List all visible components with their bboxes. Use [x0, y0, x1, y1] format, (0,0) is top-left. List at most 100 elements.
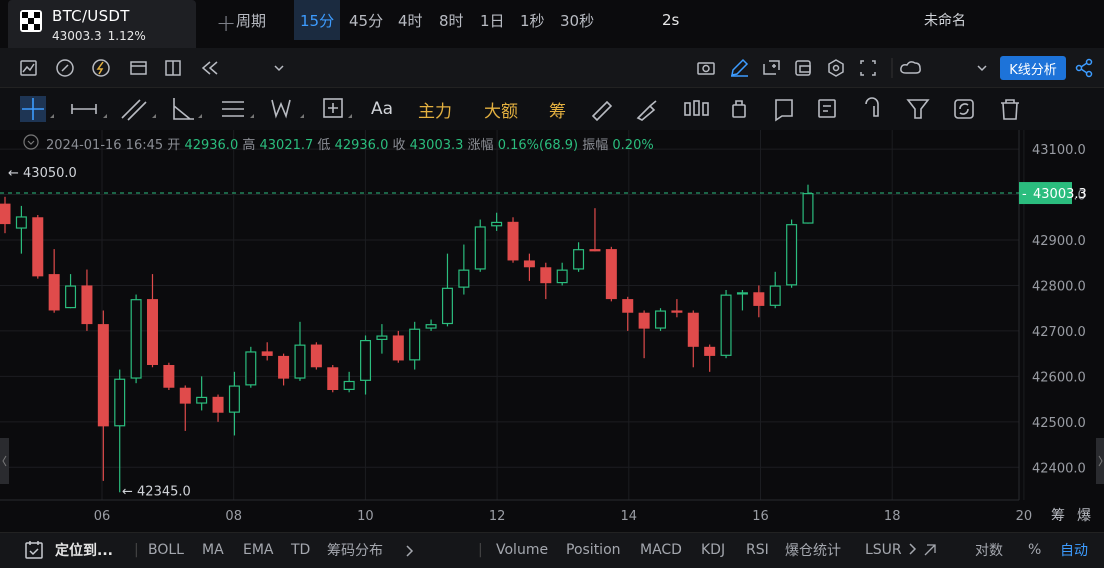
- left-scroll-handle[interactable]: [0, 438, 9, 484]
- candle: [278, 353, 290, 386]
- toolbar-icons: [20, 58, 1093, 78]
- layout-icon[interactable]: [165, 60, 181, 76]
- interval-4h[interactable]: 4时: [398, 11, 423, 30]
- angle-icon[interactable]: [173, 98, 194, 120]
- right-scroll-handle[interactable]: [1096, 438, 1104, 484]
- interval-15m[interactable]: 15分: [294, 0, 341, 40]
- ruler-icon[interactable]: [591, 100, 613, 122]
- note-icon[interactable]: [775, 99, 793, 122]
- indicator-chip-distribution[interactable]: 筹码分布: [327, 543, 383, 559]
- collapse-info-icon[interactable]: [22, 133, 40, 151]
- interval-30s[interactable]: 30秒: [560, 11, 595, 30]
- interval-1d[interactable]: 1日: [480, 11, 505, 30]
- candle: [638, 310, 650, 359]
- candle: [130, 294, 142, 384]
- candle-body: [573, 249, 585, 270]
- candle: [523, 253, 535, 281]
- candle-body: [196, 396, 208, 404]
- pencil-icon[interactable]: [731, 58, 749, 77]
- submenu-arrow-icon: [300, 114, 304, 118]
- candle-body: [97, 324, 109, 427]
- indicator-kdj[interactable]: KDJ: [701, 542, 726, 558]
- wave-icon[interactable]: [271, 99, 291, 119]
- add-tab-button[interactable]: +: [216, 9, 237, 37]
- chart-type-icon[interactable]: [20, 60, 37, 76]
- indicator-rsi[interactable]: RSI: [746, 542, 769, 558]
- chip-tool[interactable]: 筹: [549, 101, 566, 122]
- locate-button[interactable]: 定位到...: [55, 543, 113, 559]
- chip-toggle[interactable]: 筹: [1051, 507, 1065, 524]
- lock-icon[interactable]: [732, 100, 746, 118]
- candle-body: [278, 355, 290, 379]
- candle-body: [245, 351, 257, 386]
- amplitude-value: 0.20%: [612, 138, 654, 153]
- horizontal-line-icon[interactable]: [71, 104, 97, 114]
- screenshot-icon[interactable]: [795, 60, 811, 76]
- measure-icon[interactable]: [323, 98, 343, 118]
- indicator-icon[interactable]: [56, 59, 74, 77]
- brush-icon[interactable]: [636, 100, 657, 121]
- chevron-right-icon[interactable]: [907, 542, 941, 558]
- liquidation-toggle[interactable]: 爆: [1077, 508, 1091, 524]
- indicator-boll[interactable]: BOLL: [148, 542, 184, 558]
- share-icon[interactable]: [1075, 58, 1093, 78]
- divider: |: [134, 542, 139, 558]
- candle-body: [409, 328, 421, 361]
- auto-scale-toggle[interactable]: 自动: [1060, 543, 1088, 559]
- candle-body: [32, 217, 44, 277]
- layout-name[interactable]: 未命名: [924, 13, 966, 29]
- close-value: 43003.3: [409, 138, 464, 153]
- indicator-td[interactable]: TD: [291, 542, 311, 558]
- y-tick-label: 42800.0: [1032, 279, 1086, 294]
- lightning-icon[interactable]: [92, 59, 110, 77]
- replay-icon[interactable]: [201, 61, 218, 75]
- chevron-right-icon[interactable]: [404, 544, 416, 558]
- crosshair-icon[interactable]: [20, 96, 46, 122]
- candle: [163, 362, 175, 390]
- candle: [65, 274, 77, 309]
- indicator-liquidation[interactable]: 爆仓统计: [785, 543, 841, 559]
- indicator-ma[interactable]: MA: [202, 542, 224, 558]
- candle: [409, 321, 421, 370]
- main-force-tool[interactable]: 主力: [418, 101, 452, 122]
- candle-body: [687, 312, 699, 347]
- large-order-tool[interactable]: 大额: [484, 101, 518, 122]
- magnet-icon[interactable]: [865, 97, 879, 117]
- template-icon[interactable]: [130, 61, 147, 75]
- interval-1s[interactable]: 1秒: [520, 11, 545, 30]
- indicator-ema[interactable]: EMA: [243, 542, 274, 558]
- symbol-tab[interactable]: BTC/USDT 43003.3 1.12%: [8, 0, 196, 48]
- refresh-rate[interactable]: 2s: [662, 11, 680, 29]
- add-window-icon[interactable]: [763, 60, 780, 75]
- trendline-icon[interactable]: [121, 99, 147, 121]
- symbol-quote: 43003.3 1.12%: [52, 29, 152, 43]
- candlestick-chart[interactable]: 43100.043000.042900.042800.042700.042600…: [0, 130, 1104, 530]
- indicator-volume[interactable]: Volume: [496, 542, 549, 558]
- interval-8h[interactable]: 8时: [439, 11, 464, 30]
- indicator-macd[interactable]: MACD: [640, 542, 682, 558]
- filter-icon[interactable]: [906, 99, 930, 119]
- sync-icon[interactable]: [954, 99, 974, 119]
- settings-icon[interactable]: [828, 59, 844, 77]
- symbol-name: BTC/USDT: [52, 7, 130, 25]
- indicator-position[interactable]: Position: [566, 542, 621, 558]
- period-selector[interactable]: 周期: [236, 11, 267, 30]
- candle: [687, 310, 699, 368]
- indicator-lsur[interactable]: LSUR: [865, 542, 902, 558]
- candle-pattern-icon[interactable]: [684, 100, 709, 116]
- kline-analysis-button[interactable]: K线分析: [1000, 56, 1066, 80]
- percent-scale-toggle[interactable]: %: [1028, 542, 1042, 558]
- text-tool[interactable]: Aa: [371, 99, 394, 119]
- fullscreen-icon[interactable]: [860, 60, 876, 76]
- change-label: 涨幅: [467, 138, 494, 153]
- candle: [0, 196, 11, 234]
- edit-list-icon[interactable]: [818, 99, 836, 118]
- log-scale-toggle[interactable]: 对数: [975, 543, 1003, 559]
- trash-icon[interactable]: [1001, 99, 1019, 120]
- camera-icon[interactable]: [697, 62, 715, 75]
- parallel-lines-icon[interactable]: [222, 101, 244, 117]
- drawing-tool-icons: [20, 96, 1019, 122]
- calendar-icon[interactable]: [24, 539, 46, 561]
- interval-45m[interactable]: 45分: [349, 11, 384, 30]
- candle-body: [392, 335, 404, 361]
